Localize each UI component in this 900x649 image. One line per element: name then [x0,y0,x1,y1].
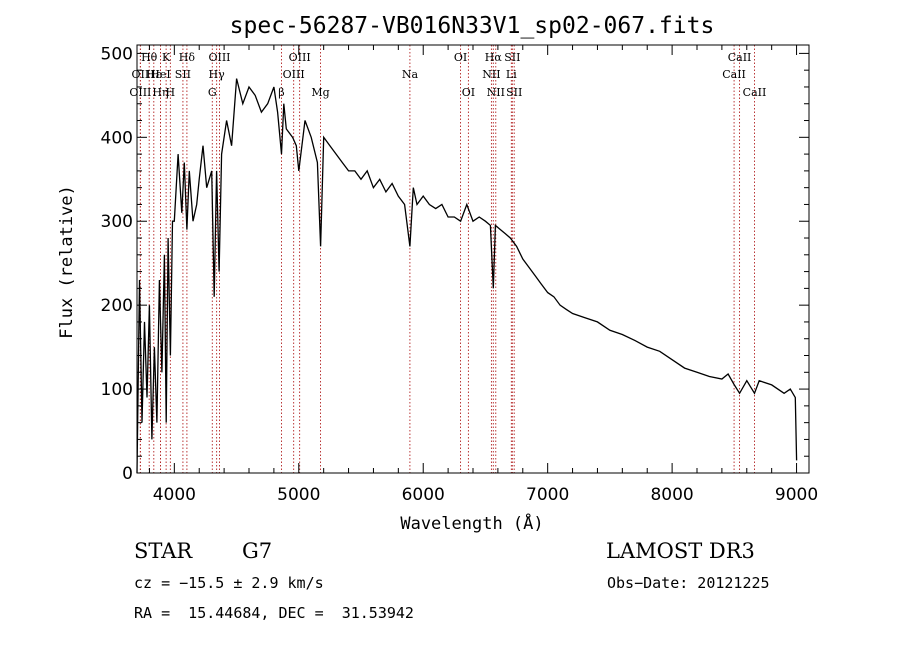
spectral-line-label: Hθ [141,51,158,64]
chart-title: spec-56287-VB016N33V1_sp02-067.fits [230,13,715,39]
object-subclass: G7 [242,539,273,563]
spectral-line-label: OIII [289,51,311,64]
x-tick-label: 8000 [650,485,693,505]
y-tick-label: 500 [101,44,133,64]
spectral-line-label: SII [504,51,520,64]
redshift-velocity: cz = −15.5 ± 2.9 km/s [134,574,324,592]
observation-date: Obs−Date: 20121225 [607,574,770,592]
survey-name: LAMOST DR3 [606,539,755,563]
spectral-line-label: OI [462,86,475,99]
coordinates: RA = 15.44684, DEC = 31.53942 [134,604,414,622]
spectral-line-label: OII [132,68,150,81]
spectral-line-label: G [208,86,217,99]
spectral-line-label: Hγ [209,68,226,81]
plot-frame [136,44,810,474]
spectrum-line [136,78,798,474]
y-tick-label: 300 [101,212,133,232]
y-axis-ticks: 0 100 200 300 400 500 [101,44,809,484]
x-tick-label: 9000 [775,485,818,505]
spectral-line-label: CaII [728,51,752,64]
x-tick-label: 4000 [153,485,196,505]
spectral-line-label: OI [454,51,467,64]
y-axis-label: Flux (relative) [57,185,77,339]
spectral-line-label: Hε [146,68,162,81]
x-tick-label: 6000 [402,485,445,505]
spectral-line-label: HeI [150,68,170,81]
spectral-line-label: OIII [208,51,230,64]
spectral-line-label: Na [402,68,419,81]
spectral-line-label: K [162,51,171,64]
y-tick-label: 100 [101,380,133,400]
y-tick-label: 0 [122,464,133,484]
y-tick-label: 200 [101,296,133,316]
x-axis-ticks: 4000 5000 6000 7000 8000 9000 [148,45,818,505]
x-axis-label: Wavelength (Å) [400,512,543,534]
spectral-line-label: Hδ [179,51,196,64]
spectral-line-label: H [166,86,176,99]
spectral-line-markers [139,45,755,473]
spectral-line-label: OIII [283,68,305,81]
x-tick-label: 7000 [526,485,569,505]
spectral-line-label: Hη [152,86,168,99]
spectral-line-label: Mg [311,86,329,99]
spectral-line-label: SII [175,68,191,81]
spectral-line-label: β [278,86,284,99]
spectral-line-label: Hα [485,51,503,64]
spectral-line-label: CaII [722,68,746,81]
spectral-line-label: Li [506,68,517,81]
spectral-line-label: NII [482,68,500,81]
object-class: STAR [134,539,193,563]
spectral-line-labels: Hθ OII OIII Hε Hη HeI K H SII Hδ OIII Hγ G OIII OIII β M… [129,51,766,99]
spectral-line-label: SII [506,86,522,99]
x-tick-label: 5000 [277,485,320,505]
y-tick-label: 400 [101,128,133,148]
spectral-line-label: NII [487,86,505,99]
spectral-line-label: CaII [743,86,767,99]
spectral-line-label: OIII [129,86,151,99]
